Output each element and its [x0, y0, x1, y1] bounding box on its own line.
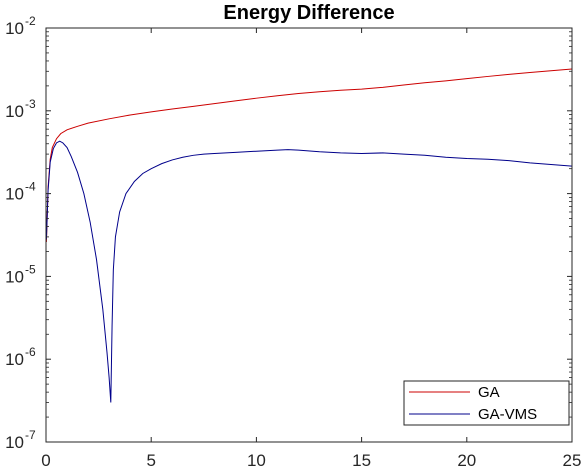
y-tick-exponent: -3	[25, 97, 36, 111]
y-tick-label: 10	[5, 19, 24, 38]
x-tick-label: 25	[563, 451, 582, 469]
y-tick-exponent: -2	[25, 14, 36, 28]
legend-label-ga: GA	[478, 384, 500, 401]
x-tick-label: 0	[41, 451, 50, 469]
series-line-ga-vms	[45, 140, 573, 403]
x-tick-label: 15	[352, 451, 371, 469]
x-tick-label: 10	[247, 451, 266, 469]
y-tick-exponent: -5	[25, 262, 36, 276]
series-line-ga	[45, 68, 573, 243]
chart-title: Energy Difference	[223, 2, 394, 24]
y-tick-exponent: -4	[25, 180, 36, 194]
series-layer	[45, 68, 573, 403]
axes-frame	[45, 27, 573, 443]
y-tick-exponent: -7	[25, 428, 36, 442]
legend-box	[403, 380, 570, 426]
y-tick-label: 10	[5, 267, 24, 286]
y-tick-label: 10	[5, 185, 24, 204]
x-tick-label: 5	[146, 451, 155, 469]
legend-label-ga-vms: GA-VMS	[478, 406, 537, 423]
y-tick-label: 10	[5, 102, 24, 121]
plot-area	[46, 28, 572, 442]
y-tick-exponent: -6	[25, 345, 36, 359]
legend: GA GA-VMS	[403, 380, 570, 426]
x-tick-label: 20	[457, 451, 476, 469]
y-tick-label: 10	[5, 433, 24, 452]
y-tick-label: 10	[5, 350, 24, 369]
